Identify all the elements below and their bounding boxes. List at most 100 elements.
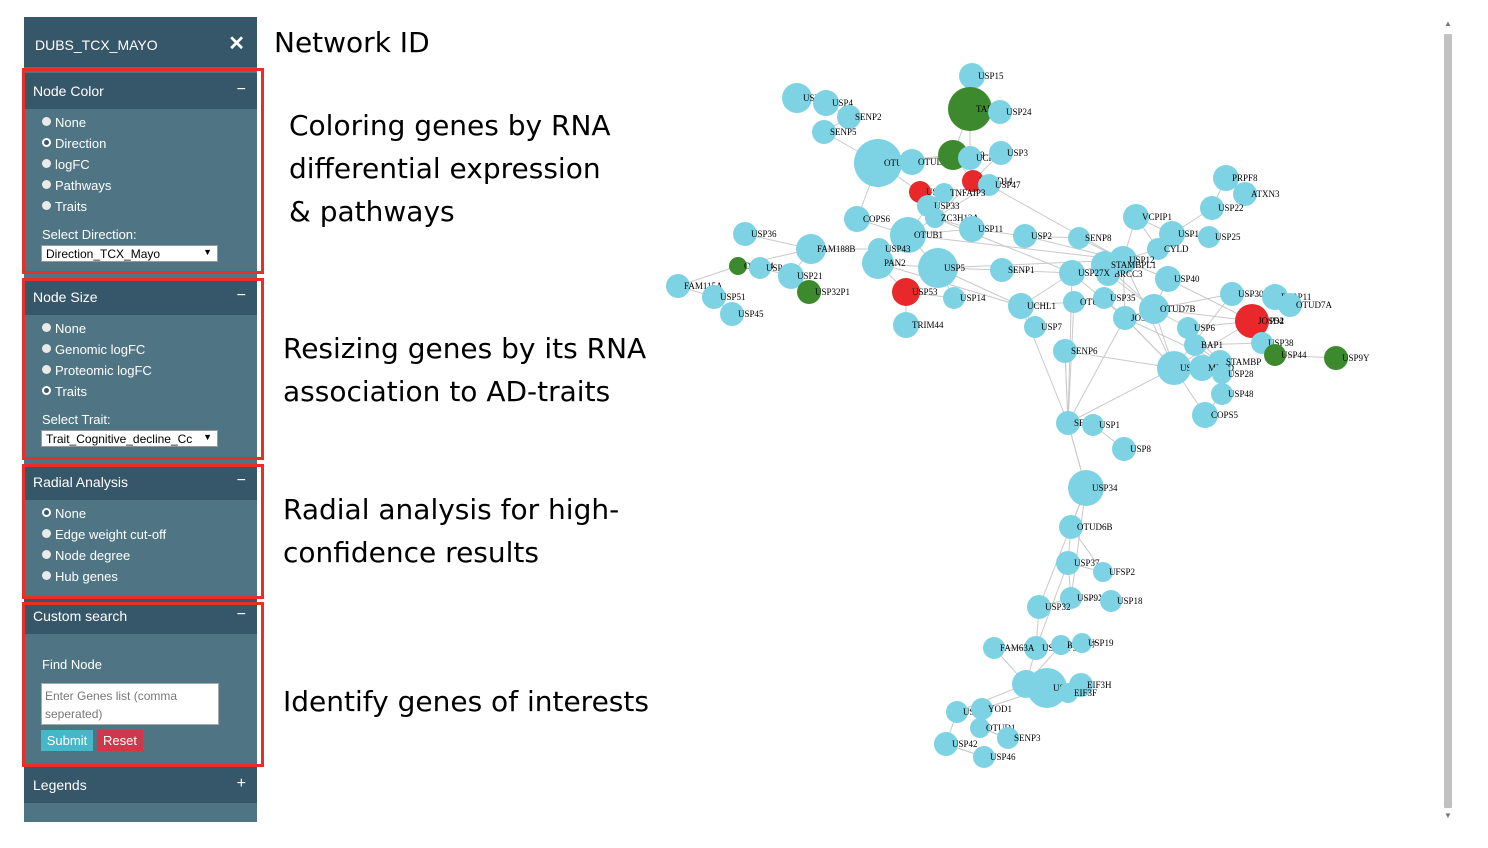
close-icon[interactable]: ✕	[228, 33, 245, 55]
radio-color-none[interactable]: None	[42, 115, 86, 130]
node-circle[interactable]	[893, 312, 919, 338]
radio-selected-icon[interactable]	[42, 386, 51, 395]
radio-radial-node-degree[interactable]: Node degree	[42, 548, 130, 563]
network-node[interactable]: USP27X	[1059, 260, 1111, 286]
node-circle[interactable]	[1264, 344, 1286, 366]
node-circle[interactable]	[1024, 316, 1046, 338]
collapse-icon[interactable]: −	[236, 606, 246, 623]
node-circle[interactable]	[1056, 411, 1080, 435]
expand-icon[interactable]: +	[236, 775, 246, 792]
network-node[interactable]: YOD1	[971, 698, 1012, 720]
network-node[interactable]: USP10	[1159, 221, 1204, 247]
node-circle[interactable]	[797, 280, 821, 304]
node-circle[interactable]	[1212, 364, 1232, 384]
node-circle[interactable]	[1091, 251, 1119, 279]
node-circle[interactable]	[1072, 633, 1092, 653]
node-circle[interactable]	[1184, 334, 1206, 356]
network-node[interactable]: USP4	[813, 90, 854, 116]
node-circle[interactable]	[1093, 562, 1113, 582]
network-node[interactable]: USP18	[1100, 590, 1143, 612]
node-circle[interactable]	[1112, 437, 1136, 461]
node-circle[interactable]	[1189, 355, 1215, 381]
trait-select[interactable]: Trait_Cognitive_decline_Cc ▼	[41, 430, 218, 447]
network-node[interactable]: USP47	[978, 174, 1021, 196]
radio-icon[interactable]	[42, 201, 51, 210]
network-node[interactable]: FAM188B	[796, 234, 855, 264]
network-node[interactable]: USP48	[1211, 383, 1254, 405]
network-node[interactable]: UCHL1	[1008, 293, 1056, 319]
node-circle[interactable]	[1060, 587, 1082, 609]
network-node[interactable]: UFSP2	[1093, 562, 1135, 582]
node-circle[interactable]	[1235, 304, 1269, 338]
network-node[interactable]: USP37	[1056, 551, 1100, 575]
node-circle[interactable]	[1198, 226, 1220, 248]
node-circle[interactable]	[1324, 346, 1348, 370]
node-circle[interactable]	[983, 637, 1005, 659]
node-circle[interactable]	[1063, 291, 1085, 313]
node-circle[interactable]	[899, 149, 925, 175]
network-node[interactable]: USP11	[959, 216, 1003, 242]
node-circle[interactable]	[958, 146, 982, 170]
network-node[interactable]: USP25	[1198, 226, 1241, 248]
node-circle[interactable]	[1123, 204, 1149, 230]
network-node[interactable]: FAM115A	[666, 274, 723, 298]
node-circle[interactable]	[989, 141, 1013, 165]
node-circle[interactable]	[1211, 383, 1233, 405]
network-node[interactable]: USP42	[934, 732, 978, 756]
node-color-header[interactable]: Node Color −	[24, 73, 257, 109]
network-node[interactable]: SENP8	[1068, 227, 1112, 249]
network-node[interactable]: SENP3	[997, 727, 1041, 749]
network-node[interactable]: USP43	[868, 238, 911, 260]
network-node[interactable]: STAMBPL1	[1091, 251, 1156, 279]
network-node[interactable]: OTUD3	[854, 139, 914, 187]
node-circle[interactable]	[1155, 266, 1181, 292]
network-node[interactable]: USP21	[778, 263, 823, 289]
radio-size-proteomic[interactable]: Proteomic logFC	[42, 363, 152, 378]
node-circle[interactable]	[946, 701, 968, 723]
network-node[interactable]: USP32	[1027, 595, 1071, 619]
node-circle[interactable]	[837, 105, 861, 129]
network-node[interactable]: USP6	[1177, 317, 1216, 339]
scroll-down-icon[interactable]: ▼	[1444, 811, 1452, 820]
network-node[interactable]: USP2	[1013, 224, 1052, 248]
network-node[interactable]: OTUD7A	[1278, 293, 1332, 317]
network-node[interactable]: USP44	[1264, 344, 1307, 366]
node-circle[interactable]	[1233, 182, 1257, 206]
node-circle[interactable]	[844, 206, 870, 232]
radio-icon[interactable]	[42, 529, 51, 538]
network-node[interactable]: CYLD	[1147, 238, 1189, 260]
node-circle[interactable]	[1013, 224, 1037, 248]
node-circle[interactable]	[666, 274, 690, 298]
network-node[interactable]: VCPIP1	[1123, 204, 1172, 230]
network-node[interactable]: COPS6	[844, 206, 891, 232]
network-node[interactable]: SENP5	[812, 120, 857, 144]
node-circle[interactable]	[978, 174, 1000, 196]
network-node[interactable]: OTUD1	[970, 718, 1016, 738]
node-circle[interactable]	[733, 222, 757, 246]
node-circle[interactable]	[720, 302, 744, 326]
network-node[interactable]: USP51	[702, 285, 746, 309]
radio-radial-edge-weight[interactable]: Edge weight cut-off	[42, 527, 166, 542]
network-node[interactable]: SENP2	[837, 105, 882, 129]
node-circle[interactable]	[1100, 590, 1122, 612]
node-circle[interactable]	[959, 216, 985, 242]
radio-radial-none[interactable]: None	[42, 506, 86, 521]
radio-icon[interactable]	[42, 571, 51, 580]
network-node[interactable]: USP36	[733, 222, 777, 246]
network-node[interactable]: USP34	[1068, 470, 1118, 506]
radio-radial-hub-genes[interactable]: Hub genes	[42, 569, 118, 584]
node-circle[interactable]	[1159, 221, 1185, 247]
network-node[interactable]: USP45	[720, 302, 764, 326]
submit-button[interactable]: Submit	[41, 730, 93, 751]
node-circle[interactable]	[796, 234, 826, 264]
network-node[interactable]: COPS5	[1192, 402, 1239, 428]
network-node[interactable]: USP35	[1093, 287, 1136, 309]
node-circle[interactable]	[1113, 306, 1137, 330]
node-circle[interactable]	[1157, 351, 1191, 385]
network-node[interactable]: JOSD2	[1235, 304, 1284, 338]
network-node[interactable]: USP32P1	[797, 280, 850, 304]
node-circle[interactable]	[1082, 414, 1104, 436]
radio-icon[interactable]	[42, 550, 51, 559]
scrollbar-thumb[interactable]	[1444, 34, 1452, 808]
network-node[interactable]: SENP1	[990, 258, 1035, 282]
